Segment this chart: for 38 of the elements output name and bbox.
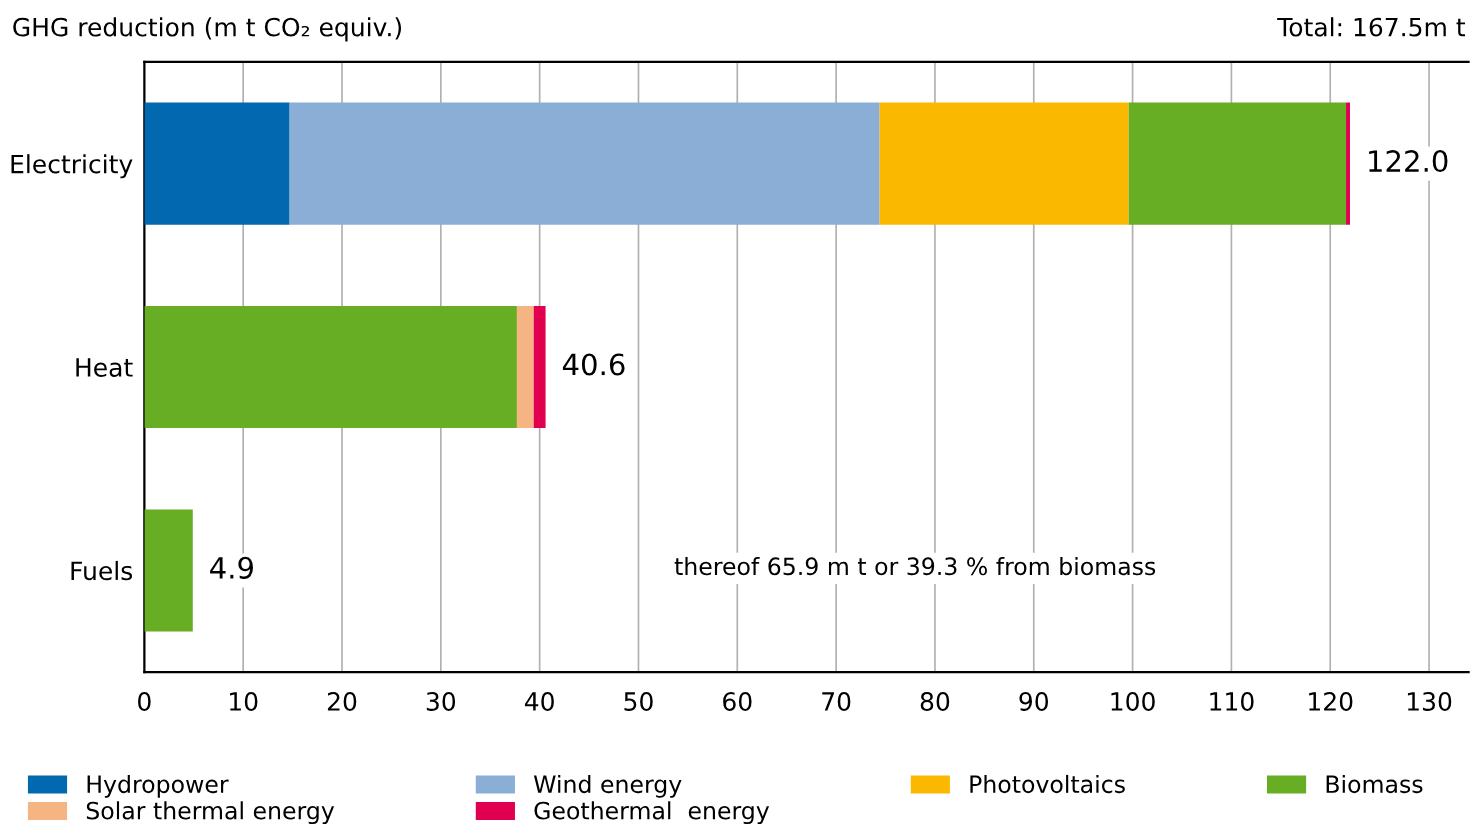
text: Total: 167.5m t bbox=[1277, 17, 1466, 37]
x-tick-label: 90 bbox=[1019, 692, 1049, 711]
annotation: thereof 65.9 m t or 39.3 % from biomass bbox=[674, 556, 1156, 576]
x-tick-label: 80 bbox=[920, 692, 950, 711]
legend-label: Hydropower bbox=[87, 774, 229, 798]
bar bbox=[1128, 102, 1347, 225]
x-tick-label: 30 bbox=[426, 692, 456, 711]
chart-title: GHG reduction (m t CO₂ equiv.) bbox=[13, 17, 402, 42]
legend-label: Geothermal energy bbox=[534, 801, 770, 825]
bar bbox=[533, 306, 546, 429]
y-tick-label: Fuels bbox=[71, 560, 133, 581]
x-tick-label: 70 bbox=[822, 692, 851, 711]
x-tick-label: 130 bbox=[1407, 692, 1452, 711]
legend-label: Biomass bbox=[1326, 774, 1423, 794]
x-tick-label: 20 bbox=[327, 692, 357, 711]
bar bbox=[144, 102, 290, 225]
x-tick-label: 120 bbox=[1309, 692, 1353, 711]
x-tick-label: 40 bbox=[524, 692, 554, 711]
legend-label: Wind energy bbox=[533, 774, 682, 798]
y-tick-label: Heat bbox=[76, 358, 133, 377]
total-label: 4.9 bbox=[210, 556, 253, 579]
legend-label: Solar thermal energy bbox=[86, 801, 335, 825]
x-tick-label: 110 bbox=[1210, 692, 1254, 711]
total-label: 40.6 bbox=[562, 353, 625, 376]
bar bbox=[289, 102, 880, 225]
bar bbox=[144, 306, 517, 429]
bar bbox=[516, 306, 534, 429]
bar bbox=[879, 102, 1129, 225]
x-tick-label: 60 bbox=[723, 692, 752, 711]
y-tick-label: Electricity bbox=[11, 154, 133, 179]
total-label: 122.0 bbox=[1369, 150, 1448, 173]
bar bbox=[144, 509, 193, 632]
x-tick-label: 100 bbox=[1111, 692, 1155, 711]
x-tick-label: 10 bbox=[230, 692, 258, 711]
x-tick-label: 50 bbox=[624, 692, 653, 711]
x-tick-label: 0 bbox=[138, 692, 151, 711]
legend-label: Photovoltaics bbox=[970, 774, 1125, 794]
bar bbox=[1346, 102, 1350, 225]
